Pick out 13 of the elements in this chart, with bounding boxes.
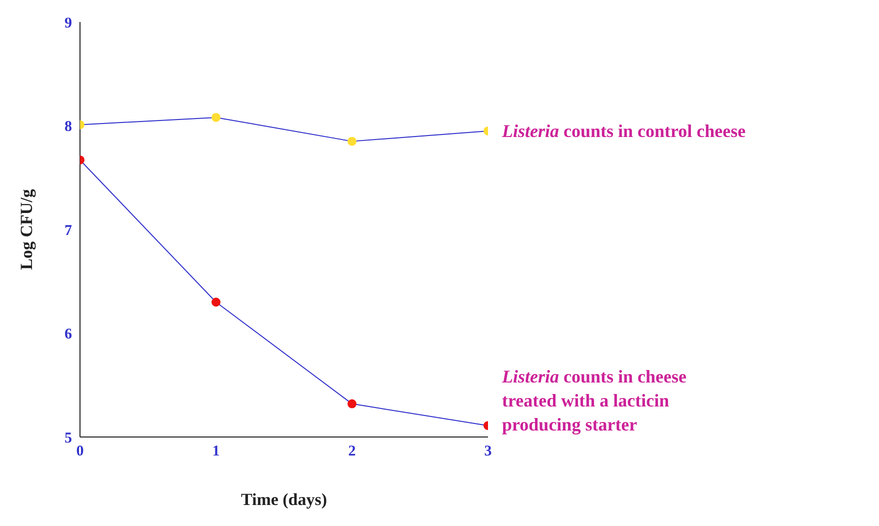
y-axis-title: Log CFU/g (17, 188, 36, 270)
y-tick-label: 7 (64, 222, 72, 239)
series-label: Listeria counts in control cheese (501, 120, 746, 141)
x-tick-label: 3 (484, 444, 492, 460)
x-axis-title: Time (days) (240, 490, 328, 509)
y-tick-label: 8 (64, 119, 72, 136)
y-tick-label: 6 (64, 326, 72, 343)
y-tick-label: 9 (64, 15, 72, 32)
x-tick-label: 1 (212, 444, 220, 460)
x-tick-label: 0 (76, 444, 84, 460)
x-tick-label: 2 (348, 444, 356, 460)
y-tick-label: 5 (64, 430, 72, 446)
series-label: Listeria counts in cheese treated with a lacticin producing starter (501, 366, 687, 435)
